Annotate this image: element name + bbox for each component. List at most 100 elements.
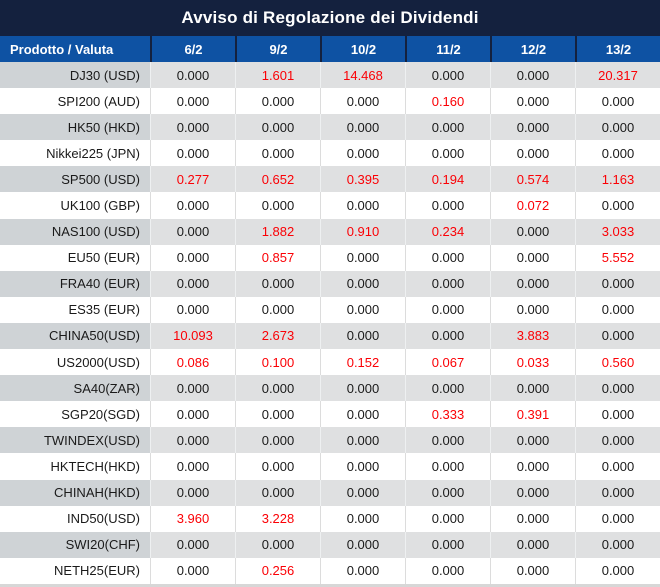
value-cell: 0.000 (150, 453, 235, 480)
value-cell: 0.000 (490, 427, 575, 454)
value-cell: 0.152 (320, 349, 405, 376)
value-cell: 0.086 (150, 349, 235, 376)
value-cell: 0.194 (405, 166, 490, 193)
value-cell: 0.000 (490, 557, 575, 584)
value-cell: 1.882 (235, 218, 320, 245)
value-cell: 0.000 (235, 375, 320, 402)
value-cell: 0.395 (320, 166, 405, 193)
value-cell: 0.000 (405, 114, 490, 141)
product-cell: SPI200 (AUD) (0, 88, 150, 115)
value-cell: 0.000 (405, 375, 490, 402)
value-cell: 0.000 (490, 505, 575, 532)
value-cell: 0.256 (235, 557, 320, 584)
table-row: EU50 (EUR) 0.000 0.857 0.000 0.000 0.000 5.55… (0, 244, 660, 271)
table-row: US2000(USD) 0.086 0.100 0.152 0.067 0.033 0.5… (0, 349, 660, 376)
value-cell: 0.857 (235, 244, 320, 271)
product-cell: UK100 (GBP) (0, 192, 150, 219)
value-cell: 0.000 (490, 114, 575, 141)
value-cell: 0.000 (575, 427, 660, 454)
value-cell: 0.333 (405, 401, 490, 428)
value-cell: 0.000 (150, 218, 235, 245)
product-cell: DJ30 (USD) (0, 62, 150, 89)
value-cell: 0.000 (575, 505, 660, 532)
table-row: TWINDEX(USD) 0.000 0.000 0.000 0.000 0.000 0.… (0, 427, 660, 454)
value-cell: 0.000 (320, 375, 405, 402)
value-cell: 3.033 (575, 218, 660, 245)
value-cell: 0.160 (405, 88, 490, 115)
value-cell: 0.000 (235, 453, 320, 480)
product-cell: FRA40 (EUR) (0, 270, 150, 297)
value-cell: 0.000 (405, 557, 490, 584)
value-cell: 0.000 (405, 531, 490, 558)
value-cell: 0.000 (235, 192, 320, 219)
table-row: NAS100 (USD) 0.000 1.882 0.910 0.234 0.000 3.… (0, 218, 660, 245)
value-cell: 0.000 (575, 375, 660, 402)
value-cell: 0.000 (320, 322, 405, 350)
table-header-row: Prodotto / Valuta 6/2 9/2 10/2 11/2 12/2 13/2 (0, 36, 660, 62)
table-row: SGP20(SGD) 0.000 0.000 0.000 0.333 0.391 0.00… (0, 401, 660, 428)
value-cell: 0.000 (575, 453, 660, 480)
product-cell: TWINDEX(USD) (0, 427, 150, 454)
value-cell: 0.000 (235, 401, 320, 428)
product-cell: SA40(ZAR) (0, 375, 150, 402)
value-cell: 0.000 (320, 114, 405, 141)
value-cell: 0.000 (405, 322, 490, 350)
value-cell: 0.067 (405, 349, 490, 376)
column-header-date: 13/2 (575, 36, 660, 62)
product-cell: CHINA50(USD) (0, 322, 150, 350)
product-cell: ES35 (EUR) (0, 296, 150, 323)
table-row: HK50 (HKD) 0.000 0.000 0.000 0.000 0.000 0.00… (0, 114, 660, 141)
value-cell: 0.000 (575, 296, 660, 323)
value-cell: 0.000 (150, 375, 235, 402)
value-cell: 0.000 (490, 296, 575, 323)
table-row: UK100 (GBP) 0.000 0.000 0.000 0.000 0.072 0.0… (0, 192, 660, 219)
value-cell: 0.000 (575, 270, 660, 297)
value-cell: 1.601 (235, 62, 320, 89)
value-cell: 0.000 (575, 88, 660, 115)
table-row: HKTECH(HKD) 0.000 0.000 0.000 0.000 0.000 0.0… (0, 453, 660, 480)
value-cell: 0.000 (405, 192, 490, 219)
value-cell: 3.960 (150, 505, 235, 532)
product-cell: NETH25(EUR) (0, 557, 150, 584)
value-cell: 0.000 (320, 427, 405, 454)
value-cell: 0.000 (320, 296, 405, 323)
value-cell: 1.163 (575, 166, 660, 193)
value-cell: 0.000 (490, 140, 575, 167)
product-cell: CHINAH(HKD) (0, 479, 150, 506)
value-cell: 0.574 (490, 166, 575, 193)
table-row: DJ30 (USD) 0.000 1.601 14.468 0.000 0.000 20.… (0, 62, 660, 89)
column-header-date: 12/2 (490, 36, 575, 62)
value-cell: 5.552 (575, 244, 660, 271)
value-cell: 0.100 (235, 349, 320, 376)
product-cell: SGP20(SGD) (0, 401, 150, 428)
value-cell: 0.000 (320, 557, 405, 584)
value-cell: 0.000 (320, 140, 405, 167)
value-cell: 0.000 (150, 88, 235, 115)
value-cell: 0.652 (235, 166, 320, 193)
value-cell: 0.000 (575, 531, 660, 558)
table-row: SA40(ZAR) 0.000 0.000 0.000 0.000 0.000 0.000 (0, 375, 660, 402)
value-cell: 0.000 (320, 401, 405, 428)
table-row: Nikkei225 (JPN) 0.000 0.000 0.000 0.000 0.00… (0, 140, 660, 167)
table-row: SP500 (USD) 0.277 0.652 0.395 0.194 0.574 1.1… (0, 166, 660, 193)
product-cell: SP500 (USD) (0, 166, 150, 193)
value-cell: 0.000 (320, 192, 405, 219)
column-header-date: 11/2 (405, 36, 490, 62)
product-cell: IND50(USD) (0, 505, 150, 532)
value-cell: 0.000 (490, 270, 575, 297)
value-cell: 3.228 (235, 505, 320, 532)
value-cell: 0.000 (575, 557, 660, 584)
value-cell: 14.468 (320, 62, 405, 89)
value-cell: 0.000 (490, 531, 575, 558)
value-cell: 0.000 (320, 479, 405, 506)
value-cell: 0.000 (235, 88, 320, 115)
value-cell: 0.000 (235, 270, 320, 297)
value-cell: 0.000 (405, 479, 490, 506)
value-cell: 0.000 (405, 453, 490, 480)
value-cell: 0.000 (405, 270, 490, 297)
product-cell: SWI20(CHF) (0, 531, 150, 558)
value-cell: 0.000 (490, 244, 575, 271)
value-cell: 0.000 (490, 453, 575, 480)
value-cell: 0.000 (235, 114, 320, 141)
